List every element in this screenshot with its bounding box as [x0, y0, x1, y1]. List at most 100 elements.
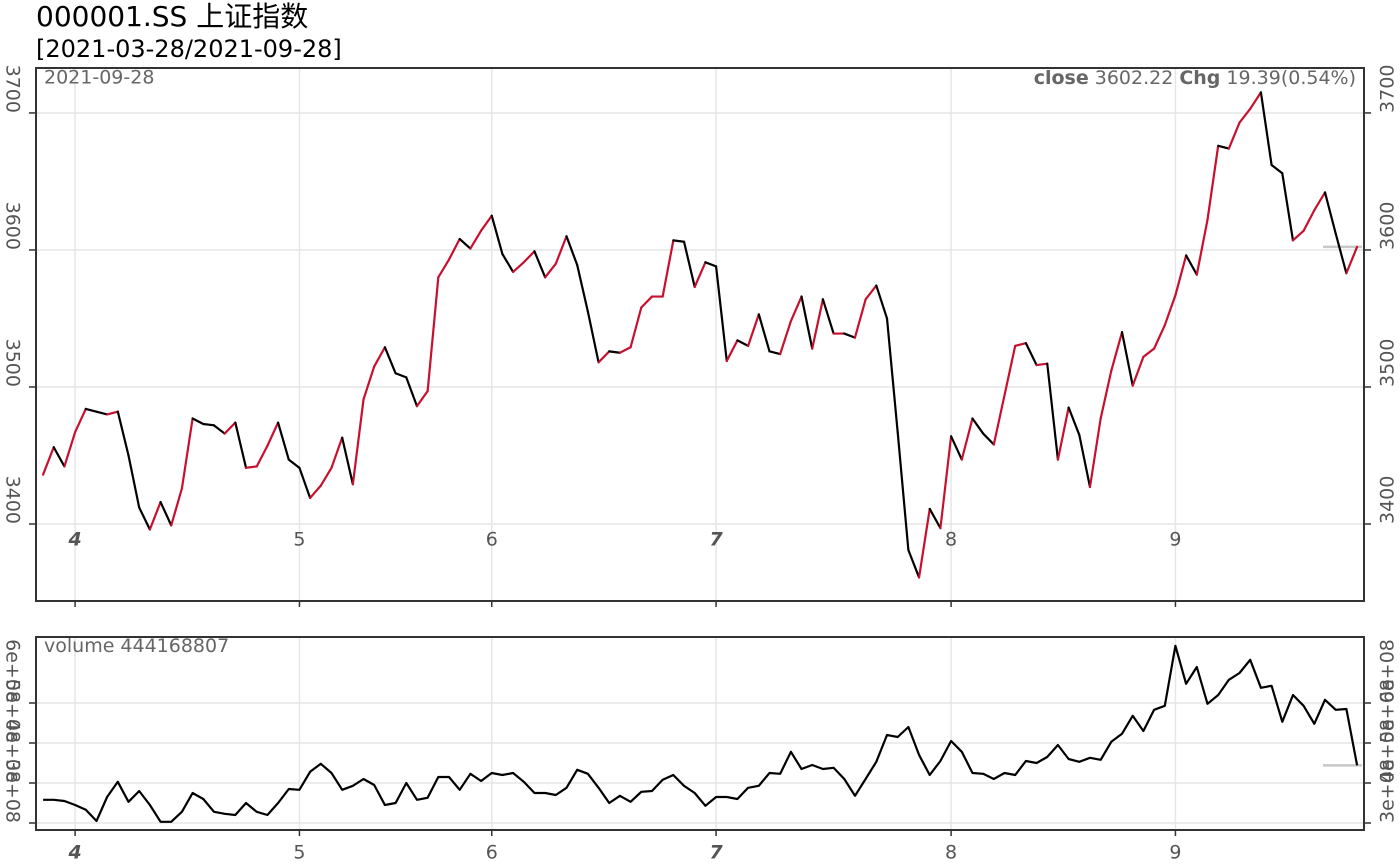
y-tick-label-right: 5e+08: [1377, 679, 1399, 743]
price-segment: [693, 261, 707, 289]
volume-value: 444168807: [120, 635, 229, 657]
price-segment: [1003, 344, 1017, 397]
price-segment: [362, 365, 376, 401]
price-segment: [789, 295, 803, 323]
x-tick-label: 8: [945, 529, 957, 551]
y-tick-label-right: 6e+08: [1377, 639, 1399, 703]
price-segment: [180, 417, 194, 490]
change-pct: (0.54%): [1281, 67, 1356, 89]
price-segment: [276, 421, 290, 461]
price-segment: [415, 389, 429, 408]
x-tick-label: 4: [67, 529, 81, 551]
price-segment: [191, 417, 205, 426]
change-value: 19.39: [1226, 67, 1280, 89]
price-segment: [544, 262, 557, 279]
close-info: close 3602.22 Chg 19.39(0.54%): [1034, 67, 1356, 89]
price-segment: [800, 295, 814, 350]
price-segment: [597, 350, 611, 364]
price-segment: [586, 310, 600, 364]
price-segment: [565, 235, 579, 267]
price-segment: [1131, 355, 1145, 387]
price-segment: [821, 298, 835, 335]
price-segment: [202, 422, 216, 427]
x-tick-label: 9: [1169, 842, 1181, 864]
price-segment: [1056, 406, 1070, 461]
price-segment: [512, 261, 525, 273]
price-segment: [1270, 163, 1284, 175]
y-tick-label-right: 4e+08: [1377, 719, 1399, 783]
change-label: Chg: [1179, 67, 1220, 89]
price-segment: [426, 276, 440, 393]
price-segment: [223, 421, 237, 435]
volume-info: volume 444168807: [44, 635, 229, 657]
price-segment: [73, 407, 87, 434]
price-segment: [1014, 342, 1027, 347]
price-segment: [1259, 91, 1273, 167]
price-segment: [896, 431, 910, 552]
y-tick-label: 4e+08: [2, 719, 24, 783]
plot-frame: [35, 67, 1365, 602]
price-segment: [212, 424, 226, 435]
price-segment: [1078, 433, 1092, 489]
price-segment: [1067, 406, 1081, 437]
close-value: 3602.22: [1095, 67, 1174, 89]
price-segment: [1035, 362, 1049, 367]
price-segment: [1185, 254, 1198, 276]
price-segment: [992, 394, 1006, 446]
price-segment: [479, 214, 493, 232]
price-segment: [907, 548, 921, 579]
price-segment: [522, 250, 536, 264]
price-segment: [405, 376, 419, 408]
price-segment: [1281, 172, 1295, 242]
x-tick-label: 5: [293, 529, 305, 551]
price-segment: [1345, 245, 1359, 275]
price-segment: [255, 444, 269, 468]
price-segment: [458, 237, 472, 250]
price-segment: [1174, 254, 1188, 297]
price-segment: [640, 295, 654, 309]
close-label: close: [1034, 67, 1089, 89]
price-segment: [950, 435, 963, 461]
price-segment: [1024, 342, 1038, 367]
price-segment: [1152, 324, 1166, 350]
price-segment: [116, 410, 130, 457]
price-segment: [960, 417, 974, 461]
price-segment: [298, 466, 312, 500]
price-segment: [1313, 191, 1327, 212]
y-tick-label-right: 3600: [1377, 202, 1399, 250]
y-tick-label: 5e+08: [2, 679, 24, 743]
price-segment: [1334, 232, 1348, 275]
price-segment: [1217, 144, 1230, 150]
price-segment: [127, 454, 141, 509]
price-segment: [447, 237, 461, 261]
price-segment: [287, 458, 301, 469]
price-segment: [982, 432, 995, 446]
price-segment: [608, 350, 622, 354]
price-segment: [84, 407, 98, 413]
price-segment: [747, 313, 760, 347]
y-tick-label: 3600: [2, 202, 24, 250]
x-tick-label: 5: [293, 842, 305, 864]
price-segment: [875, 284, 889, 320]
price-segment: [1099, 369, 1113, 420]
y-tick-label-right: 3700: [1377, 65, 1399, 113]
price-segment: [1249, 91, 1263, 110]
price-segment: [736, 339, 750, 347]
price-segment: [714, 265, 728, 363]
price-segment: [533, 250, 547, 279]
chart-title: 000001.SS 上证指数: [36, 0, 308, 33]
y-tick-label: 3400: [2, 476, 24, 524]
x-tick-label: 9: [1169, 529, 1181, 551]
price-segment: [811, 298, 825, 350]
price-segment: [159, 500, 173, 527]
y-tick-label: 3500: [2, 339, 24, 387]
price-segment: [682, 240, 696, 289]
price-segment: [106, 410, 119, 416]
x-tick-label: 4: [67, 842, 81, 864]
price-segment: [383, 346, 397, 375]
price-segment: [1206, 144, 1220, 221]
price-segment: [330, 436, 344, 469]
volume-label: volume: [44, 635, 114, 657]
price-segment: [704, 261, 718, 268]
